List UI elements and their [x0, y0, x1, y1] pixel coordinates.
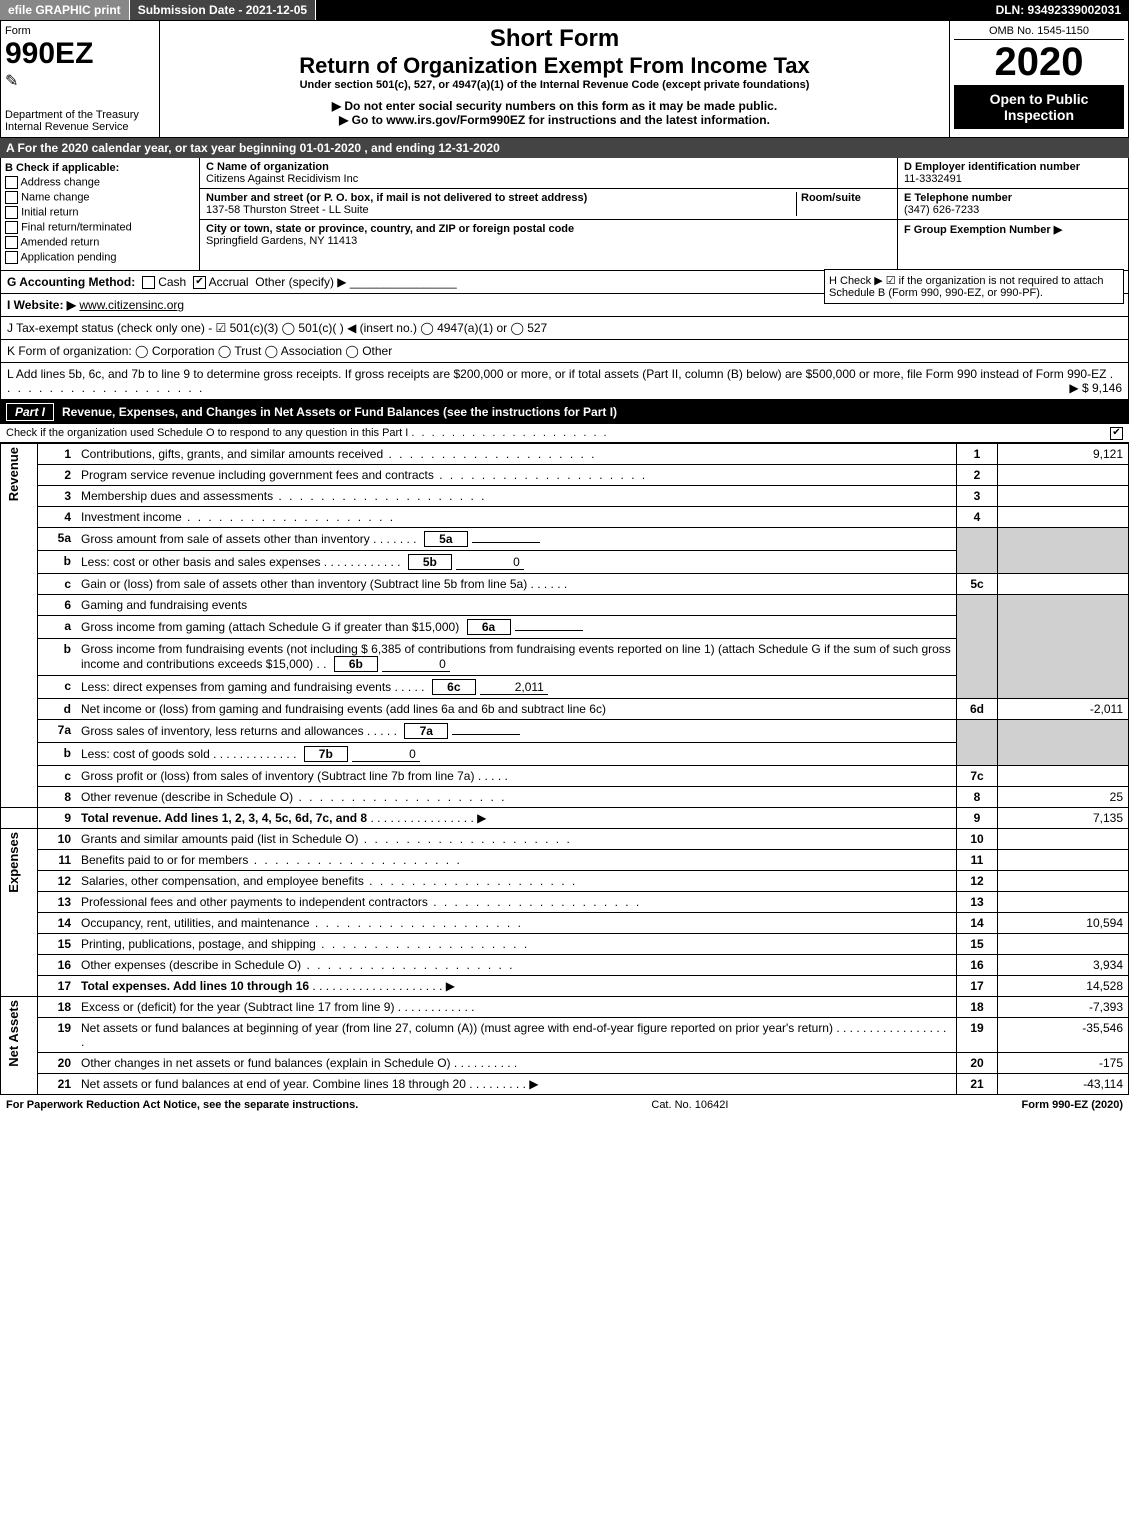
- part1-sub: Check if the organization used Schedule …: [0, 424, 1129, 443]
- footer-catno: Cat. No. 10642I: [651, 1099, 728, 1111]
- submission-date-button[interactable]: Submission Date - 2021-12-05: [130, 0, 316, 20]
- page-footer: For Paperwork Reduction Act Notice, see …: [0, 1095, 1129, 1115]
- line6c-value: 2,011: [480, 680, 548, 695]
- return-title: Return of Organization Exempt From Incom…: [166, 53, 943, 79]
- expenses-side-label: Expenses: [6, 832, 21, 893]
- line8-value: 25: [998, 787, 1129, 808]
- line21-value: -43,114: [998, 1074, 1129, 1095]
- city-label: City or town, state or province, country…: [206, 223, 574, 235]
- part1-header: Part I Revenue, Expenses, and Changes in…: [0, 400, 1129, 424]
- line20-value: -175: [998, 1053, 1129, 1074]
- line9-value: 7,135: [998, 808, 1129, 829]
- opt-application-pending[interactable]: Application pending: [5, 251, 195, 264]
- part1-title: Revenue, Expenses, and Changes in Net As…: [62, 405, 617, 419]
- footer-left: For Paperwork Reduction Act Notice, see …: [6, 1099, 358, 1111]
- header-left: Form 990EZ ✎ Department of the Treasury …: [1, 21, 160, 137]
- f-label: F Group Exemption Number ▶: [904, 224, 1062, 236]
- g-accounting: G Accounting Method: Cash Accrual Other …: [0, 271, 1129, 294]
- line6d-value: -2,011: [998, 699, 1129, 720]
- dln-label: DLN: 93492339002031: [988, 0, 1129, 20]
- city-state-zip: Springfield Gardens, NY 11413: [206, 235, 357, 247]
- org-name: Citizens Against Recidivism Inc: [206, 173, 358, 185]
- opt-name-change[interactable]: Name change: [5, 191, 195, 204]
- form-word: Form: [5, 25, 155, 37]
- tax-period: A For the 2020 calendar year, or tax yea…: [0, 138, 1129, 158]
- revenue-side-label: Revenue: [6, 447, 21, 501]
- room-label: Room/suite: [801, 192, 861, 204]
- line16-value: 3,934: [998, 955, 1129, 976]
- part1-table: Revenue 1Contributions, gifts, grants, a…: [0, 443, 1129, 1095]
- l-amount: ▶ $ 9,146: [1069, 381, 1122, 395]
- line5b-value: 0: [456, 555, 524, 570]
- tax-year: 2020: [954, 40, 1124, 85]
- accrual-checkbox[interactable]: [193, 276, 206, 289]
- schedule-o-checkbox[interactable]: [1110, 427, 1123, 440]
- street-address: 137-58 Thurston Street - LL Suite: [206, 204, 369, 216]
- header-right: OMB No. 1545-1150 2020 Open to Public In…: [949, 21, 1128, 137]
- efile-print-button[interactable]: efile GRAPHIC print: [0, 0, 130, 20]
- b-check-options: B Check if applicable: Address change Na…: [1, 158, 200, 270]
- warn-ssn: ▶ Do not enter social security numbers o…: [166, 99, 943, 113]
- top-bar: efile GRAPHIC print Submission Date - 20…: [0, 0, 1129, 20]
- line19-value: -35,546: [998, 1018, 1129, 1053]
- l-gross-receipts: L Add lines 5b, 6c, and 7b to line 9 to …: [0, 363, 1129, 400]
- b-label: B Check if applicable:: [5, 162, 195, 174]
- line18-value: -7,393: [998, 997, 1129, 1018]
- line7b-value: 0: [352, 747, 420, 762]
- ein-value: 11-3332491: [904, 173, 962, 185]
- line14-value: 10,594: [998, 913, 1129, 934]
- footer-form: Form 990-EZ (2020): [1022, 1099, 1123, 1111]
- website-url[interactable]: www.citizensinc.org: [79, 298, 184, 312]
- under-section: Under section 501(c), 527, or 4947(a)(1)…: [166, 79, 943, 91]
- warn-goto: ▶ Go to www.irs.gov/Form990EZ for instru…: [166, 113, 943, 127]
- addr-label: Number and street (or P. O. box, if mail…: [206, 192, 587, 204]
- def-right: D Employer identification number 11-3332…: [897, 158, 1128, 270]
- short-form-title: Short Form: [166, 25, 943, 53]
- j-tax-exempt: J Tax-exempt status (check only one) - ☑…: [0, 317, 1129, 340]
- part1-tag: Part I: [6, 403, 54, 421]
- irs-label: Internal Revenue Service: [5, 121, 155, 133]
- open-to-public: Open to Public Inspection: [954, 85, 1124, 129]
- k-form-org: K Form of organization: ◯ Corporation ◯ …: [0, 340, 1129, 363]
- opt-amended-return[interactable]: Amended return: [5, 236, 195, 249]
- phone-value: (347) 626-7233: [904, 204, 979, 216]
- d-label: D Employer identification number: [904, 161, 1080, 173]
- omb-number: OMB No. 1545-1150: [954, 25, 1124, 40]
- opt-initial-return[interactable]: Initial return: [5, 206, 195, 219]
- line17-value: 14,528: [998, 976, 1129, 997]
- h-check-box: H Check ▶ ☑ if the organization is not r…: [824, 269, 1124, 304]
- header-mid: Short Form Return of Organization Exempt…: [160, 21, 949, 137]
- cash-checkbox[interactable]: [142, 276, 155, 289]
- e-label: E Telephone number: [904, 192, 1012, 204]
- c-label: C Name of organization: [206, 161, 329, 173]
- netassets-side-label: Net Assets: [6, 1000, 21, 1067]
- form-number: 990EZ: [5, 37, 155, 71]
- section-bcdef: B Check if applicable: Address change Na…: [0, 158, 1129, 271]
- opt-address-change[interactable]: Address change: [5, 176, 195, 189]
- line6b-value: 0: [382, 657, 450, 672]
- form-header: Form 990EZ ✎ Department of the Treasury …: [0, 20, 1129, 138]
- c-organization: C Name of organization Citizens Against …: [200, 158, 897, 270]
- line1-value: 9,121: [998, 444, 1129, 465]
- dept-label: Department of the Treasury: [5, 109, 155, 121]
- opt-final-return[interactable]: Final return/terminated: [5, 221, 195, 234]
